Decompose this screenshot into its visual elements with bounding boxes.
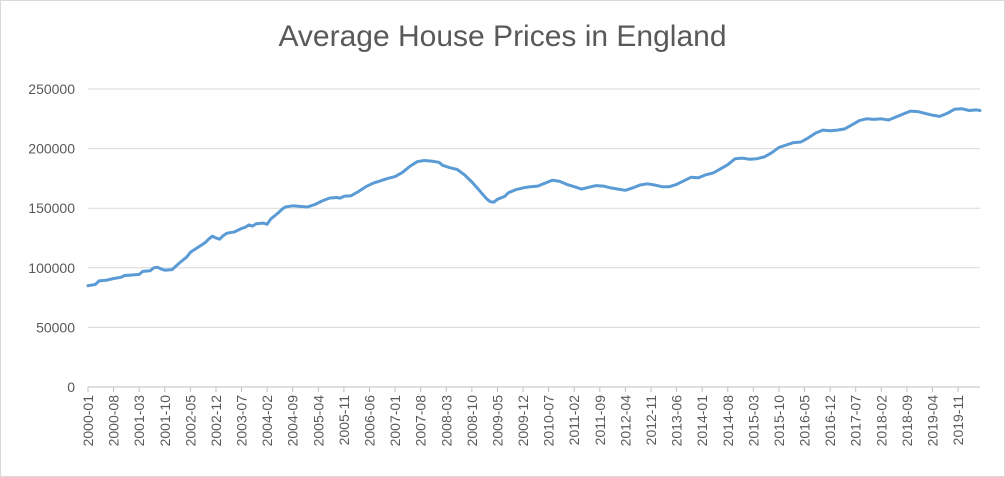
x-tick-label: 2016-12 xyxy=(822,395,838,447)
x-tick-label: 2007-08 xyxy=(413,395,429,447)
x-tick-label: 2011-02 xyxy=(566,395,582,446)
x-tick-label: 2019-04 xyxy=(924,395,940,447)
x-tick-label: 2000-01 xyxy=(80,395,96,447)
x-tick-label: 2015-03 xyxy=(745,395,761,447)
y-tick-label: 0 xyxy=(67,379,75,395)
series-group xyxy=(86,107,982,288)
y-tick-label: 50000 xyxy=(36,319,75,335)
x-tick-label: 2014-08 xyxy=(720,395,736,447)
x-axis xyxy=(87,387,959,392)
chart-title: Average House Prices in England xyxy=(278,20,727,53)
x-tick-label: 2008-03 xyxy=(438,395,454,447)
x-tick-label: 2015-10 xyxy=(771,395,787,447)
y-tick-label: 200000 xyxy=(28,141,75,157)
x-tick-label: 2004-09 xyxy=(285,395,301,447)
x-tick-label: 2012-11 xyxy=(643,395,659,446)
y-tick-label: 100000 xyxy=(28,260,75,276)
x-tick-label: 2002-05 xyxy=(182,395,198,447)
x-tick-label: 2016-05 xyxy=(797,395,813,447)
x-tick-label: 2000-08 xyxy=(106,395,122,447)
x-tick-label: 2011-09 xyxy=(592,395,608,446)
x-tick-label: 2018-09 xyxy=(899,395,915,447)
x-tick-label: 2010-07 xyxy=(541,395,557,447)
x-tick-label: 2004-02 xyxy=(259,395,275,447)
x-tick-label: 2002-12 xyxy=(208,395,224,447)
series-line xyxy=(86,107,982,288)
x-tick-label: 2001-10 xyxy=(157,395,173,447)
x-tick-label: 2012-04 xyxy=(617,395,633,447)
x-axis-labels: 2000-01 2000-08 2001-03 2001-10 2002-05 2002-… xyxy=(80,395,966,447)
y-tick-label: 150000 xyxy=(28,200,75,216)
x-tick-label: 2017-07 xyxy=(848,395,864,447)
x-tick-label: 2005-11 xyxy=(336,395,352,446)
x-tick-label: 2009-05 xyxy=(489,395,505,447)
x-tick-label: 2008-10 xyxy=(464,395,480,447)
gridlines xyxy=(88,88,980,388)
y-axis-labels: 0 50000 100000 150000 200000 250000 xyxy=(28,81,75,395)
x-tick-label: 2019-11 xyxy=(950,395,966,446)
x-tick-label: 2001-03 xyxy=(131,395,147,447)
x-tick-label: 2009-12 xyxy=(515,395,531,447)
x-tick-label: 2007-01 xyxy=(387,395,403,447)
y-tick-label: 250000 xyxy=(28,81,75,97)
x-tick-label: 2005-04 xyxy=(310,395,326,447)
x-tick-label: 2013-06 xyxy=(669,395,685,447)
x-tick-label: 2014-01 xyxy=(694,395,710,447)
x-tick-label: 2006-06 xyxy=(361,395,377,447)
x-tick-label: 2018-02 xyxy=(873,395,889,447)
x-tick-label: 2003-07 xyxy=(234,395,250,447)
